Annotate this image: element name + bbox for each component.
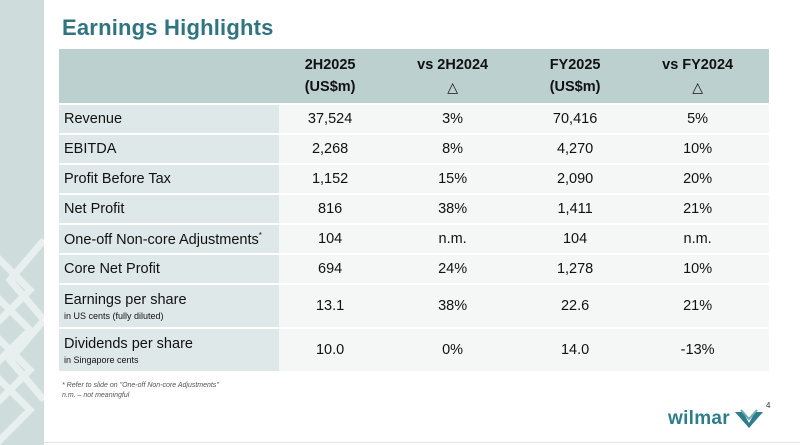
table-row: Earnings per share in US cents (fully dil… [59, 285, 769, 327]
value-cell: 1,278 [523, 255, 627, 283]
delta-icon: △ [692, 79, 703, 95]
wilmar-logo: wilmar [668, 404, 765, 434]
row-label-cell: One-off Non-core Adjustments* [59, 225, 279, 253]
header-label: 2H2025 [304, 57, 356, 73]
header-label: vs 2H2024 [417, 57, 489, 73]
footnotes: * Refer to slide on "One-off Non-core Ad… [62, 381, 219, 401]
header-vs-fy2024: vs FY2024 △ [626, 49, 769, 103]
row-label: Profit Before Tax [64, 171, 171, 187]
value-cell: 0% [381, 329, 524, 371]
page-title: Earnings Highlights [62, 15, 274, 40]
row-label-cell: EBITDA [59, 135, 279, 163]
row-label: Core Net Profit [64, 261, 160, 277]
row-label-cell: Profit Before Tax [59, 165, 279, 193]
chevron-pattern-icon [0, 237, 44, 445]
row-label: Revenue [64, 111, 123, 127]
footnote-nm: n.m. – not meaningful [62, 392, 130, 399]
row-label: Dividends per share [64, 335, 193, 352]
value-cell: 104 [523, 225, 627, 253]
value-cell: 38% [381, 195, 524, 223]
header-label: vs FY2024 [662, 57, 734, 73]
row-label: Net Profit [64, 201, 125, 217]
value-cell: 13.1 [279, 285, 382, 327]
footnote-marker: * [258, 230, 262, 240]
value-cell: 2,090 [523, 165, 627, 193]
value-cell: 10.0 [279, 329, 382, 371]
left-decorative-band [0, 0, 44, 445]
logo-mark-icon [735, 409, 763, 428]
value-cell: n.m. [626, 225, 769, 253]
footnote-one-off: * Refer to slide on "One-off Non-core Ad… [62, 382, 219, 389]
row-label-cell: Earnings per share in US cents (fully dil… [59, 285, 279, 327]
value-cell: 1,411 [523, 195, 627, 223]
logo-text: wilmar [668, 408, 730, 429]
value-cell: 5% [626, 105, 769, 133]
value-cell: 21% [626, 195, 769, 223]
value-cell: 10% [626, 135, 769, 163]
value-cell: n.m. [381, 225, 524, 253]
value-cell: 15% [381, 165, 524, 193]
header-2h2025: 2H2025 (US$m) [279, 49, 382, 103]
row-label-cell: Net Profit [59, 195, 279, 223]
table-row: Net Profit 816 38% 1,411 21% [59, 195, 769, 223]
row-label: EBITDA [64, 141, 117, 157]
page-number: 4 [766, 401, 771, 410]
value-cell: 70,416 [523, 105, 627, 133]
header-vs-2h2024: vs 2H2024 △ [381, 49, 524, 103]
value-cell: 14.0 [523, 329, 627, 371]
table-row: Core Net Profit 694 24% 1,278 10% [59, 255, 769, 283]
value-cell: 4,270 [523, 135, 627, 163]
value-cell: 1,152 [279, 165, 382, 193]
value-cell: 22.6 [523, 285, 627, 327]
header-blank [59, 49, 279, 103]
value-cell: 694 [279, 255, 382, 283]
table-row: Profit Before Tax 1,152 15% 2,090 20% [59, 165, 769, 193]
table-row: One-off Non-core Adjustments* 104 n.m. 104 n… [59, 225, 769, 253]
value-cell: -13% [626, 329, 769, 371]
row-label: Earnings per share [64, 291, 187, 308]
value-cell: 37,524 [279, 105, 382, 133]
delta-icon: △ [447, 79, 458, 95]
row-label: One-off Non-core Adjustments [64, 231, 259, 248]
value-cell: 21% [626, 285, 769, 327]
table-row: Dividends per share in Singapore cents 10.… [59, 329, 769, 371]
header-fy2025: FY2025 (US$m) [523, 49, 627, 103]
value-cell: 8% [381, 135, 524, 163]
row-label-cell: Dividends per share in Singapore cents [59, 329, 279, 371]
header-unit: (US$m) [304, 79, 356, 95]
row-label-cell: Revenue [59, 105, 279, 133]
header-label: FY2025 [549, 57, 601, 73]
earnings-table: 2H2025 (US$m) vs 2H2024 △ FY2025 (US$m) … [59, 47, 769, 373]
table-row: Revenue 37,524 3% 70,416 5% [59, 105, 769, 133]
value-cell: 24% [381, 255, 524, 283]
value-cell: 816 [279, 195, 382, 223]
value-cell: 104 [279, 225, 382, 253]
table-row: EBITDA 2,268 8% 4,270 10% [59, 135, 769, 163]
bottom-divider [44, 442, 800, 443]
value-cell: 20% [626, 165, 769, 193]
value-cell: 38% [381, 285, 524, 327]
header-unit: (US$m) [549, 79, 601, 95]
value-cell: 10% [626, 255, 769, 283]
value-cell: 3% [381, 105, 524, 133]
row-label-cell: Core Net Profit [59, 255, 279, 283]
row-sublabel: in US cents (fully diluted) [64, 310, 164, 321]
row-sublabel: in Singapore cents [64, 354, 139, 365]
value-cell: 2,268 [279, 135, 382, 163]
header-row: 2H2025 (US$m) vs 2H2024 △ FY2025 (US$m) … [59, 49, 769, 103]
